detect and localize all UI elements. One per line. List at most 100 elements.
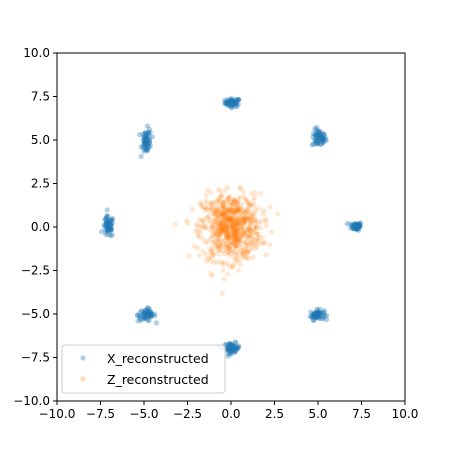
data-point <box>244 208 250 214</box>
data-point <box>258 225 264 231</box>
data-point <box>228 219 234 225</box>
data-point <box>202 223 208 229</box>
data-point <box>350 222 356 229</box>
data-point <box>207 255 213 261</box>
data-point <box>226 207 232 214</box>
data-point <box>247 203 253 210</box>
data-point <box>244 247 250 254</box>
data-point <box>214 204 220 210</box>
data-point <box>220 210 226 216</box>
data-point <box>233 225 240 232</box>
data-point <box>210 224 216 230</box>
data-point <box>240 188 247 195</box>
data-point <box>355 224 361 230</box>
data-point <box>227 193 233 199</box>
data-point <box>219 226 225 232</box>
data-point <box>227 346 233 352</box>
data-point <box>318 136 325 143</box>
data-point <box>203 251 209 257</box>
data-point <box>217 227 224 233</box>
data-point <box>241 208 247 214</box>
data-point <box>228 240 235 246</box>
data-point <box>248 218 254 224</box>
data-point <box>232 216 239 222</box>
data-point <box>253 237 259 243</box>
data-point <box>208 258 214 264</box>
data-point <box>185 220 191 226</box>
data-point <box>232 98 238 104</box>
data-point <box>229 210 236 217</box>
data-point <box>309 314 315 320</box>
data-point <box>317 306 323 312</box>
data-point <box>227 341 233 347</box>
data-point <box>135 318 141 324</box>
data-point <box>104 220 110 226</box>
data-point <box>354 223 361 229</box>
data-point <box>220 202 226 208</box>
data-point <box>226 223 232 229</box>
data-point <box>238 223 244 229</box>
data-point <box>250 213 256 219</box>
data-point <box>229 350 235 356</box>
data-point <box>227 100 233 106</box>
data-point <box>236 238 243 244</box>
data-point <box>352 223 358 229</box>
data-point <box>230 97 236 104</box>
data-point <box>253 224 259 230</box>
data-point <box>354 223 361 229</box>
data-point <box>349 222 355 228</box>
data-point <box>140 316 146 322</box>
data-point <box>354 223 360 229</box>
data-point <box>314 313 320 319</box>
data-point <box>207 227 214 233</box>
data-point <box>215 223 221 229</box>
data-point <box>318 311 324 317</box>
data-point <box>234 228 240 234</box>
data-point <box>224 209 230 215</box>
data-point <box>145 147 151 153</box>
data-point <box>217 247 223 253</box>
data-point <box>320 309 326 315</box>
data-point <box>228 344 235 351</box>
y-tick-label: 2.5 <box>31 177 50 191</box>
data-point <box>252 228 258 234</box>
data-point <box>253 245 259 251</box>
data-point <box>227 235 233 241</box>
data-point <box>236 243 242 249</box>
data-point <box>102 227 108 233</box>
data-point <box>227 351 233 357</box>
data-point <box>229 343 235 349</box>
data-point <box>314 312 321 318</box>
data-point <box>224 211 230 217</box>
data-point <box>232 99 238 105</box>
data-point <box>209 272 215 279</box>
data-point <box>227 230 233 236</box>
data-point <box>241 217 248 223</box>
data-point <box>220 267 226 273</box>
data-point <box>141 134 147 140</box>
data-point <box>221 227 227 233</box>
data-point <box>232 209 238 215</box>
data-point <box>356 223 362 229</box>
data-point <box>215 219 221 225</box>
data-point <box>104 214 110 220</box>
data-point <box>234 208 240 214</box>
data-point <box>253 190 259 196</box>
data-point <box>215 243 221 249</box>
data-point <box>146 306 152 312</box>
data-point <box>203 192 209 198</box>
data-point <box>230 343 236 349</box>
data-point <box>103 216 109 222</box>
data-point <box>224 197 231 203</box>
data-point <box>216 235 222 241</box>
data-point <box>145 311 151 318</box>
data-point <box>207 207 213 213</box>
data-point <box>143 147 149 153</box>
data-point <box>313 310 320 316</box>
data-point <box>224 223 230 229</box>
data-point <box>229 101 235 107</box>
data-point <box>234 199 240 205</box>
data-point <box>314 312 320 318</box>
data-point <box>319 130 325 136</box>
data-point <box>214 244 220 250</box>
